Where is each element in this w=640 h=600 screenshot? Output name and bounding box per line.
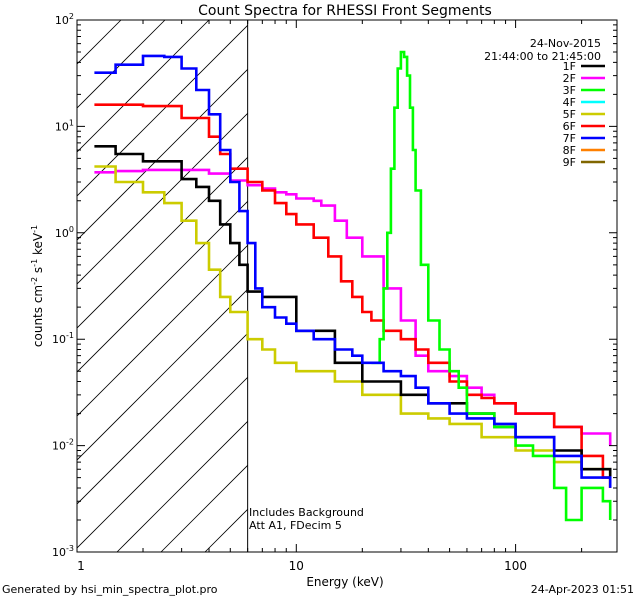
x-tick-label: 100 (504, 559, 527, 573)
series-line-2f (94, 168, 612, 446)
y-tick-label: 10-1 (52, 331, 74, 346)
legend-label-8f: 8F (563, 144, 576, 157)
series-line-7f (94, 54, 612, 488)
y-tick-label: 10-3 (52, 544, 74, 559)
series-line-3f (371, 50, 612, 522)
y-tick-labels: 102 101 100 10-1 10-2 10-3 (52, 12, 74, 559)
legend-label-7f: 7F (563, 132, 576, 145)
annotation-attenuator: Att A1, FDecim 5 (249, 519, 342, 532)
legend-label-4f: 4F (563, 96, 576, 109)
y-tick-label: 10-2 (52, 438, 74, 453)
series-line-1f (94, 145, 612, 478)
legend-label-1f: 1F (563, 60, 576, 73)
x-tick-labels: 10 100 1 (77, 559, 527, 573)
legend-label-2f: 2F (563, 72, 576, 85)
legend-label-5f: 5F (563, 108, 576, 121)
hatch-lines (77, 20, 248, 552)
annotation-background: Includes Background (249, 506, 364, 519)
axis-ticks (76, 19, 617, 553)
y-tick-label: 102 (55, 12, 74, 27)
legend-label-6f: 6F (563, 120, 576, 133)
y-tick-label: 100 (55, 225, 74, 240)
plot-frame (76, 19, 618, 553)
legend-label-3f: 3F (563, 84, 576, 97)
x-tick-label: 10 (289, 559, 304, 573)
legend-date: 24-Nov-2015 (530, 37, 601, 50)
x-tick-label: 1 (77, 559, 85, 573)
y-tick-label: 101 (55, 118, 74, 133)
tick-marks (76, 19, 617, 553)
series-lines (94, 50, 612, 522)
footer-timestamp: 24-Apr-2023 01:51 (530, 583, 634, 596)
background-hatch-region (77, 20, 249, 552)
x-axis-label: Energy (keV) (306, 575, 383, 589)
chart-title: Count Spectra for RHESSI Front Segments (198, 3, 492, 19)
series-line-6f (94, 103, 612, 488)
y-axis-label: counts cm-2 s-1 keV-1 (30, 225, 45, 347)
footer-generated-by: Generated by hsi_min_spectra_plot.pro (2, 583, 218, 596)
legend-time-range: 21:44:00 to 21:45:00 (484, 50, 601, 63)
series-line-5f (94, 165, 612, 488)
legend-label-9f: 9F (563, 156, 576, 169)
